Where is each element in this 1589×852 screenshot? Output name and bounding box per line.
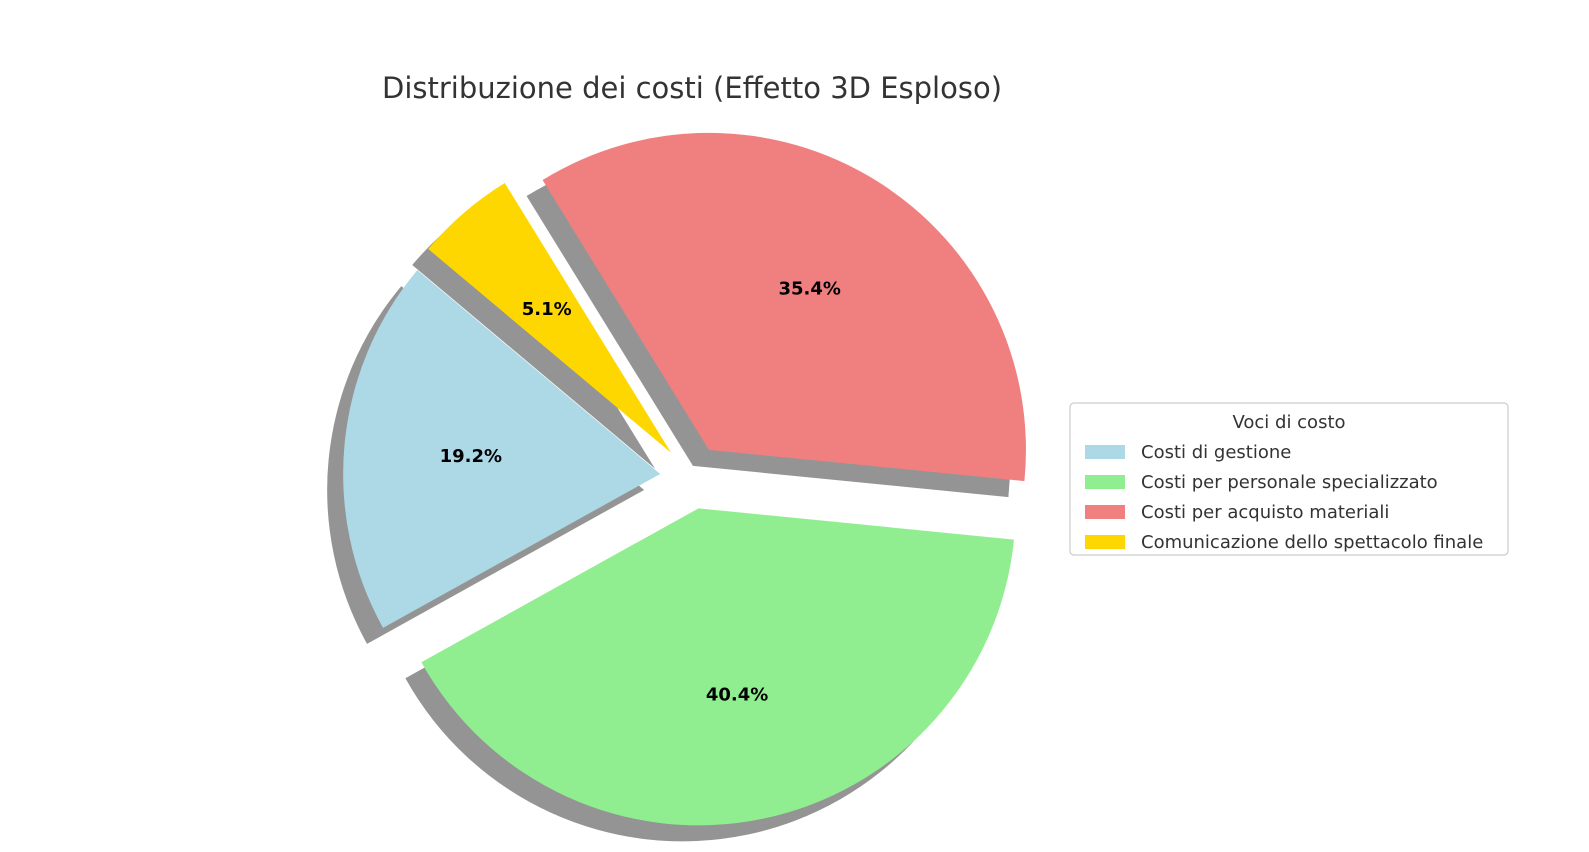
slice-value-label: 19.2%	[440, 446, 502, 467]
pie-slice	[428, 182, 672, 453]
legend-label: Costi per personale specializzato	[1141, 472, 1438, 493]
legend-label: Costi di gestione	[1141, 442, 1291, 463]
pie-slice	[343, 270, 661, 628]
slice-value-label: 5.1%	[522, 299, 572, 320]
legend-label: Costi per acquisto materiali	[1141, 502, 1389, 523]
legend-swatch	[1085, 505, 1125, 519]
legend-frame	[1069, 402, 1509, 556]
legend-items: Costi di gestione Costi per personale spe…	[1085, 442, 1483, 553]
pie-slice	[542, 132, 1026, 482]
pie-slices	[343, 132, 1026, 826]
legend-title: Voci di costo	[1232, 412, 1345, 433]
legend-swatch	[1085, 475, 1125, 489]
legend-swatch	[1085, 535, 1125, 549]
pie-slice	[421, 508, 1014, 826]
legend-label: Comunicazione dello spettacolo finale	[1141, 532, 1483, 553]
chart-title: Distribuzione dei costi (Effetto 3D Espl…	[382, 71, 1002, 105]
slice-value-label: 40.4%	[706, 685, 768, 706]
legend-swatch	[1085, 445, 1125, 459]
slice-value-label: 35.4%	[778, 279, 840, 300]
slice-value-labels: 19.2% 40.4% 35.4% 5.1%	[440, 279, 841, 706]
legend: Voci di costo Costi di gestione Costi per…	[1069, 402, 1509, 556]
